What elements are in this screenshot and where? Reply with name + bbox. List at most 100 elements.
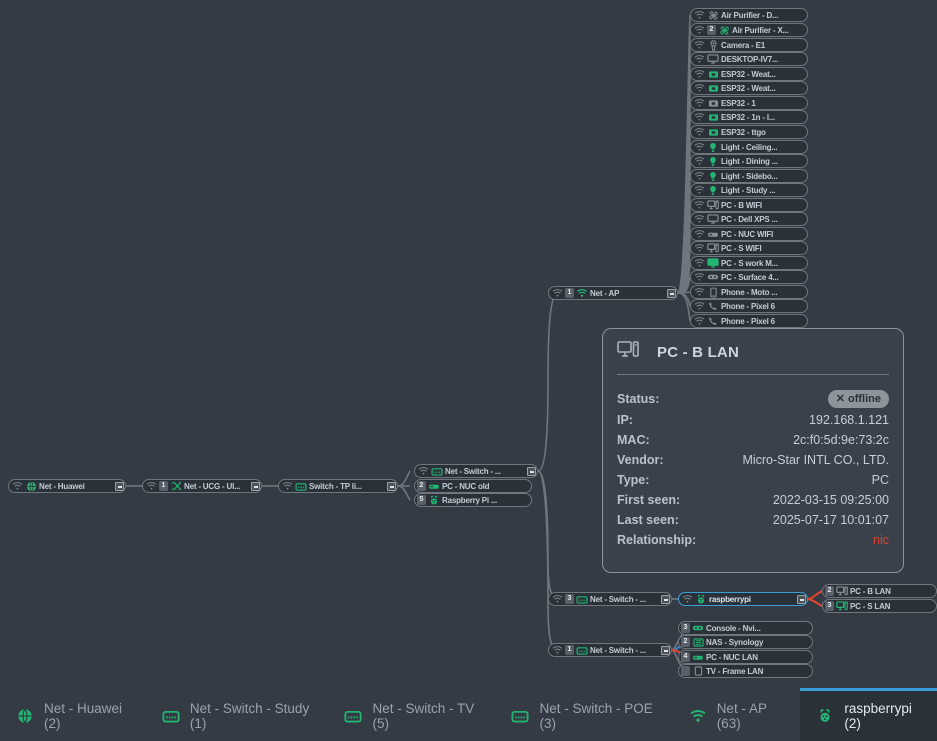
- tooltip-header: PC - B LAN: [617, 339, 889, 374]
- taskbar-tab-raspberrypi-2[interactable]: raspberrypi (2): [800, 688, 937, 741]
- node-label: PC - S WIFI: [721, 243, 762, 253]
- handset-icon: [707, 301, 719, 312]
- tooltip-row-key: Type:: [617, 473, 650, 487]
- node-badge: [681, 666, 690, 676]
- node-badge: 1: [159, 481, 168, 491]
- node-badge: 2: [825, 586, 834, 596]
- desktop-pc-icon: [836, 586, 848, 597]
- node-light-sidebo[interactable]: Light - Sidebo...: [690, 169, 808, 183]
- node-pc-b-wifi[interactable]: PC - B WIFI: [690, 198, 808, 212]
- chip-icon: [707, 83, 719, 94]
- switch-icon: [511, 706, 529, 726]
- node-pc-dell-xps[interactable]: PC - Dell XPS ...: [690, 212, 808, 226]
- desktop-pc-icon: [617, 341, 639, 364]
- node-camera-e1[interactable]: Camera - E1: [690, 38, 808, 52]
- node-label: Raspberry Pi ...: [442, 495, 498, 505]
- node-raspberrypi[interactable]: raspberrypi: [678, 592, 808, 606]
- node-pc-nuc-wifi[interactable]: PC - NUC WIFI: [690, 227, 808, 241]
- node-badge: 2: [707, 25, 716, 35]
- node-pc-surface-4[interactable]: PC - Surface 4...: [690, 270, 808, 284]
- taskbar-tab-net-switch-poe-3[interactable]: Net - Switch - POE (3): [495, 688, 672, 741]
- tooltip-row-key: Relationship:: [617, 533, 697, 547]
- tooltip-detail-table: Status: ✕ offline IP: 192.168.1.121 MAC: 2c:f…: [617, 388, 889, 550]
- node-phone-pixel-6[interactable]: Phone - Pixel 6: [690, 299, 808, 313]
- tooltip-row-key: IP:: [617, 413, 633, 427]
- handset-icon: [707, 316, 719, 327]
- node-switch-tp-li[interactable]: Switch - TP li...: [278, 479, 398, 493]
- node-light-dining[interactable]: Light - Dining ...: [690, 154, 808, 168]
- node-net-switch[interactable]: 3 Net - Switch - ...: [548, 592, 672, 606]
- nas-icon: [692, 637, 704, 648]
- wifi-signal-icon: [693, 54, 705, 65]
- wifi-signal-icon: [11, 481, 23, 492]
- node-label: Air Purifier - X...: [732, 25, 789, 35]
- node-badge: 3: [681, 623, 690, 633]
- tooltip-row: Type: PC: [617, 470, 889, 490]
- node-esp32-weat[interactable]: ESP32 - Weat...: [690, 67, 808, 81]
- node-esp32-weat[interactable]: ESP32 - Weat...: [690, 81, 808, 95]
- node-label: Net - Switch - ...: [445, 466, 501, 476]
- collapse-toggle[interactable]: [251, 481, 260, 491]
- collapse-toggle[interactable]: [661, 594, 670, 604]
- node-esp32-1[interactable]: ESP32 - 1: [690, 96, 808, 110]
- node-pc-nuc-lan[interactable]: 4 PC - NUC LAN: [678, 650, 813, 664]
- collapse-toggle[interactable]: [527, 466, 536, 476]
- node-label: Switch - TP li...: [309, 481, 362, 491]
- switch-icon: [344, 706, 362, 726]
- node-net-ap[interactable]: 1 Net - AP: [548, 286, 678, 300]
- taskbar-tab-net-huawei-2[interactable]: Net - Huawei (2): [0, 688, 146, 741]
- bulb-icon: [707, 185, 719, 196]
- collapse-toggle[interactable]: [387, 481, 396, 491]
- node-nas-synology[interactable]: 2 NAS - Synology: [678, 635, 813, 649]
- taskbar-tab-net-ap-63[interactable]: Net - AP (63): [673, 688, 801, 741]
- node-esp32-ttgo[interactable]: ESP32 - ttgo: [690, 125, 808, 139]
- wifi-signal-icon: [693, 258, 705, 269]
- node-label: PC - B WIFI: [721, 200, 762, 210]
- node-phone-pixel-6[interactable]: Phone - Pixel 6: [690, 314, 808, 328]
- node-phone-moto[interactable]: Phone - Moto ...: [690, 285, 808, 299]
- node-net-switch[interactable]: Net - Switch - ...: [414, 464, 538, 478]
- tooltip-row-value: nic: [712, 530, 889, 550]
- wifi-signal-icon: [693, 287, 705, 298]
- node-esp32-1n-l[interactable]: ESP32 - 1n - l...: [690, 110, 808, 124]
- node-console-nvi[interactable]: 3 Console - Nvi...: [678, 621, 813, 635]
- bottom-taskbar[interactable]: Net - Huawei (2) Net - Switch - Study (1)…: [0, 688, 937, 741]
- node-air-purifier-d[interactable]: Air Purifier - D...: [690, 8, 808, 22]
- node-pc-b-lan[interactable]: 2 PC - B LAN: [822, 584, 937, 598]
- nuc-icon: [428, 481, 440, 492]
- node-net-ucg-ul[interactable]: 1 Net - UCG - Ul...: [142, 479, 262, 493]
- node-pc-s-lan[interactable]: 3 PC - S LAN: [822, 599, 937, 613]
- node-net-switch[interactable]: 1 Net - Switch - ...: [548, 643, 672, 657]
- wifi-signal-icon: [693, 301, 705, 312]
- collapse-toggle[interactable]: [797, 594, 806, 604]
- node-tv-frame-lan[interactable]: TV - Frame LAN: [678, 664, 813, 678]
- desktop-pc-icon: [707, 243, 719, 254]
- node-net-huawei[interactable]: Net - Huawei: [8, 479, 126, 493]
- node-label: ESP32 - 1n - l...: [721, 112, 775, 122]
- taskbar-tab-label: Net - AP (63): [716, 701, 767, 731]
- node-pc-s-wifi[interactable]: PC - S WIFI: [690, 241, 808, 255]
- node-air-purifier-x[interactable]: 2 Air Purifier - X...: [690, 23, 808, 37]
- collapse-toggle[interactable]: [115, 481, 124, 491]
- taskbar-tab-label: Net - Switch - TV (5): [372, 701, 475, 731]
- node-label: Net - Switch - ...: [590, 594, 646, 604]
- collapse-toggle[interactable]: [667, 288, 676, 298]
- node-pc-nuc-old[interactable]: 2 PC - NUC old: [414, 479, 532, 493]
- node-label: Net - AP: [590, 288, 620, 298]
- collapse-toggle[interactable]: [661, 645, 670, 655]
- node-pc-s-work-m[interactable]: PC - S work M...: [690, 256, 808, 270]
- taskbar-tab-net-switch-tv-5[interactable]: Net - Switch - TV (5): [328, 688, 495, 741]
- node-light-study[interactable]: Light - Study ...: [690, 183, 808, 197]
- wifi-signal-icon: [693, 112, 705, 123]
- node-raspberry-pi[interactable]: 5 Raspberry Pi ...: [414, 493, 532, 507]
- nuc-icon: [707, 229, 719, 240]
- node-light-ceiling[interactable]: Light - Ceiling...: [690, 140, 808, 154]
- taskbar-tab-net-switch-study-1[interactable]: Net - Switch - Study (1): [146, 688, 329, 741]
- wifi-icon: [689, 706, 707, 726]
- monitor-icon: [707, 214, 719, 225]
- tooltip-row: Relationship: nic: [617, 530, 889, 550]
- tooltip-row: MAC: 2c:f0:5d:9e:73:2c: [617, 430, 889, 450]
- node-desktop-iv7[interactable]: DESKTOP-IV7...: [690, 52, 808, 66]
- console-icon: [692, 623, 704, 634]
